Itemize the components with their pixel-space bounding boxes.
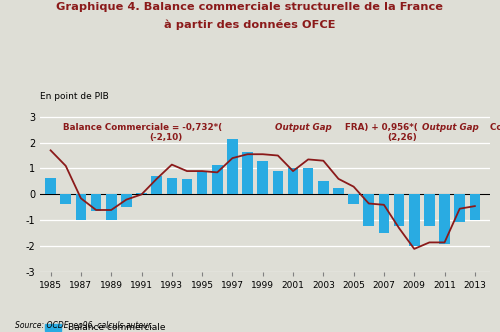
Bar <box>106 195 117 220</box>
Text: Source: OCDE, eo96, calculs auteur.: Source: OCDE, eo96, calculs auteur. <box>15 321 153 330</box>
Bar <box>91 195 102 211</box>
Bar <box>46 178 56 195</box>
Bar <box>212 165 222 195</box>
Text: Graphique 4. Balance commerciale structurelle de la France: Graphique 4. Balance commerciale structu… <box>56 2 444 12</box>
Bar <box>227 139 237 195</box>
Bar <box>303 169 314 195</box>
Text: Balance Commerciale = -0,732*(: Balance Commerciale = -0,732*( <box>62 123 222 132</box>
Bar <box>454 195 465 222</box>
Bar <box>152 176 162 195</box>
Bar <box>424 195 434 225</box>
Text: à partir des données OFCE: à partir des données OFCE <box>164 20 336 31</box>
Text: Output Gap: Output Gap <box>422 123 478 132</box>
Bar <box>364 195 374 225</box>
Bar <box>318 182 328 195</box>
Bar <box>136 193 147 195</box>
Bar <box>272 171 283 195</box>
Bar <box>258 161 268 195</box>
Text: Concurrents): Concurrents) <box>487 123 500 132</box>
Bar <box>348 195 359 204</box>
Bar <box>378 195 389 233</box>
Bar <box>470 195 480 220</box>
Bar <box>121 195 132 208</box>
Text: Output Gap: Output Gap <box>275 123 332 132</box>
Text: FRA) + 0,956*(: FRA) + 0,956*( <box>342 123 417 132</box>
Legend: Balance commerciale, Balance commerciale structurelle (OG OFCE): Balance commerciale, Balance commerciale… <box>44 323 271 332</box>
Bar <box>60 195 71 204</box>
Text: (2,26): (2,26) <box>387 133 416 142</box>
Bar <box>197 172 207 195</box>
Bar <box>182 179 192 195</box>
Bar <box>439 195 450 244</box>
Bar <box>288 169 298 195</box>
Bar <box>76 195 86 220</box>
Bar <box>394 195 404 225</box>
Text: En point de PIB: En point de PIB <box>40 92 109 101</box>
Text: (-2,10): (-2,10) <box>149 133 182 142</box>
Bar <box>333 188 344 195</box>
Bar <box>242 152 253 195</box>
Bar <box>166 178 177 195</box>
Bar <box>409 195 420 246</box>
